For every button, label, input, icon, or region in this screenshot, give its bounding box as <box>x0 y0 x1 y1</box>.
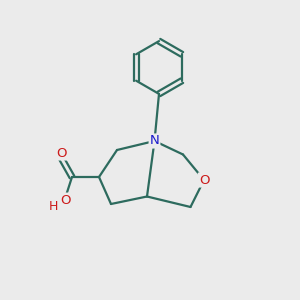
Text: O: O <box>56 146 67 160</box>
Text: H: H <box>49 200 58 213</box>
Text: O: O <box>61 194 71 207</box>
Text: O: O <box>199 173 209 187</box>
Text: N: N <box>150 134 159 148</box>
